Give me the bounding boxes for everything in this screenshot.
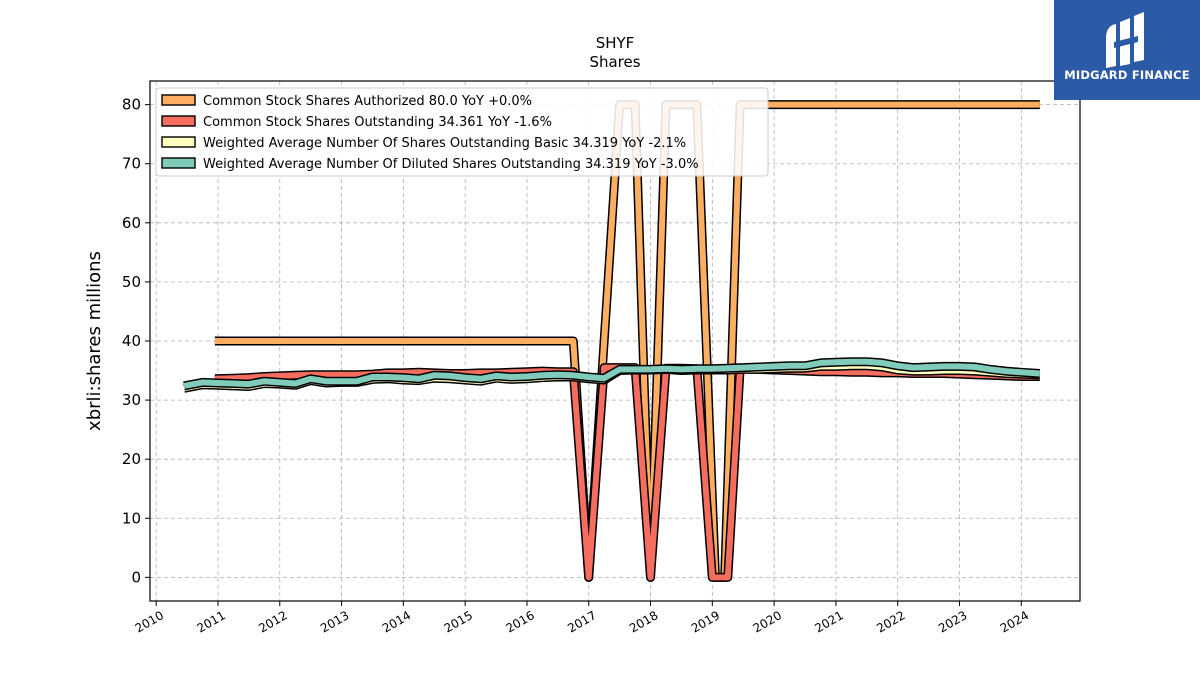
y-tick-label: 40 — [122, 332, 141, 350]
series-2-outline — [214, 363, 1040, 582]
brand-name: MIDGARD FINANCE — [1064, 68, 1190, 82]
x-tick-label: 2020 — [751, 608, 784, 635]
legend-swatch-3 — [161, 136, 196, 148]
y-tick-label: 70 — [122, 155, 141, 173]
legend-label-1: Common Stock Shares Authorized 80.0 YoY … — [203, 94, 532, 109]
series-2 — [214, 363, 1040, 582]
series-4-line — [183, 358, 1040, 389]
x-tick-label: 2018 — [627, 608, 660, 635]
x-tick-label: 2012 — [256, 608, 289, 635]
chart-title: SHYF — [596, 34, 635, 52]
series-2-line — [214, 364, 1040, 581]
x-tick-label: 2023 — [936, 608, 969, 635]
midgard-logo-icon — [1106, 12, 1144, 68]
legend-swatch-4 — [161, 157, 196, 169]
x-tick-label: 2011 — [194, 608, 227, 635]
legend-label-4: Weighted Average Number Of Diluted Share… — [203, 157, 699, 172]
x-tick-label: 2013 — [318, 608, 351, 635]
x-tick-label: 2021 — [812, 608, 845, 635]
y-tick-label: 60 — [122, 214, 141, 232]
chart-subtitle: Shares — [589, 53, 640, 71]
legend-label-2: Common Stock Shares Outstanding 34.361 Y… — [203, 115, 552, 130]
legend-swatch-2 — [161, 115, 196, 127]
series-layer — [183, 100, 1041, 582]
x-tick-label: 2014 — [380, 608, 413, 635]
y-axis-label: xbrli:shares millions — [84, 251, 105, 431]
y-tick-label: 50 — [122, 273, 141, 291]
y-tick-label: 80 — [122, 96, 141, 114]
y-tick-label: 10 — [122, 509, 141, 527]
y-tick-label: 30 — [122, 391, 141, 409]
legend-box — [155, 87, 769, 177]
x-tick-label: 2024 — [998, 608, 1031, 635]
x-tick-label: 2010 — [133, 608, 166, 635]
legend: Common Stock Shares Authorized 80.0 YoY … — [155, 87, 769, 177]
x-tick-label: 2017 — [565, 608, 598, 635]
legend-label-3: Weighted Average Number Of Shares Outsta… — [203, 136, 686, 151]
brand-logo: MIDGARD FINANCE — [1054, 0, 1200, 100]
series-4 — [183, 357, 1041, 391]
x-tick-label: 2022 — [874, 608, 907, 635]
legend-swatch-1 — [161, 94, 196, 106]
y-tick-label: 20 — [122, 450, 141, 468]
y-tick-label: 0 — [131, 568, 141, 586]
x-tick-label: 2019 — [689, 608, 722, 635]
x-tick-label: 2015 — [442, 608, 475, 635]
x-tick-label: 2016 — [503, 608, 536, 635]
